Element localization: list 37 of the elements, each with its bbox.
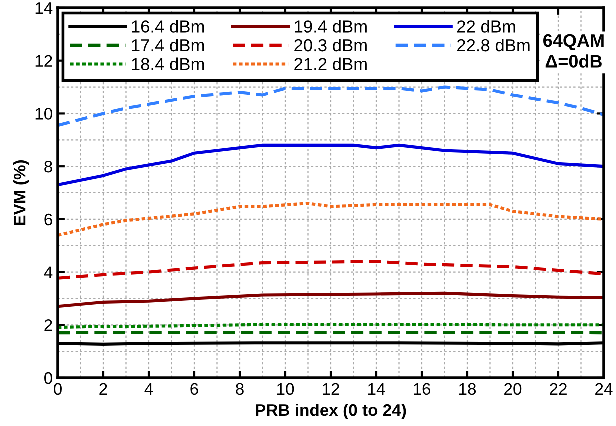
x-tick-label: 12 xyxy=(323,383,340,395)
line-series xyxy=(58,144,604,187)
x-tick-label: 10 xyxy=(278,383,294,396)
x-tick-label: 6 xyxy=(190,383,198,396)
legend-label: 19.4 dBm xyxy=(295,20,367,33)
annotation: 64QAM Δ=0dB xyxy=(544,34,604,68)
x-tick-label: 14 xyxy=(368,383,386,395)
y-tick-label: 8 xyxy=(44,160,52,173)
y-tick-label: 6 xyxy=(44,214,52,226)
legend-label: 17.4 dBm xyxy=(132,38,204,52)
x-tick-label: 8 xyxy=(236,383,244,396)
line-series xyxy=(58,86,604,128)
legend-label: 22.8 dBm xyxy=(457,38,530,52)
legend-label: 18.4 dBm xyxy=(132,58,204,70)
x-tick-label: 22 xyxy=(550,383,567,395)
y-tick-label: 0 xyxy=(44,372,52,384)
y-axis-title: EVM (%) xyxy=(14,160,30,226)
y-tick-label: 2 xyxy=(44,320,52,332)
y-tick-label: 4 xyxy=(44,266,53,278)
legend-label: 21.2 dBm xyxy=(294,58,367,70)
x-tick-label: 2 xyxy=(100,383,108,395)
line-series xyxy=(58,202,604,238)
legend-label: 16.4 dBm xyxy=(132,20,204,33)
y-tick-label: 10 xyxy=(36,108,52,120)
line-series xyxy=(58,292,604,308)
x-tick-label: 0 xyxy=(54,383,62,396)
x-tick-label: 24 xyxy=(596,383,613,395)
x-tick-label: 18 xyxy=(460,383,476,396)
legend-label: 20.3 dBm xyxy=(294,38,367,52)
line-series xyxy=(58,260,604,280)
x-tick-label: 16 xyxy=(414,383,431,396)
x-axis-title: PRB index (0 to 24) xyxy=(256,404,406,420)
y-tick-label: 12 xyxy=(36,55,52,67)
x-tick-label: 4 xyxy=(144,383,154,395)
x-tick-label: 20 xyxy=(504,383,522,396)
legend-label: 22 dBm xyxy=(457,20,516,33)
y-tick-label: 14 xyxy=(36,2,53,14)
